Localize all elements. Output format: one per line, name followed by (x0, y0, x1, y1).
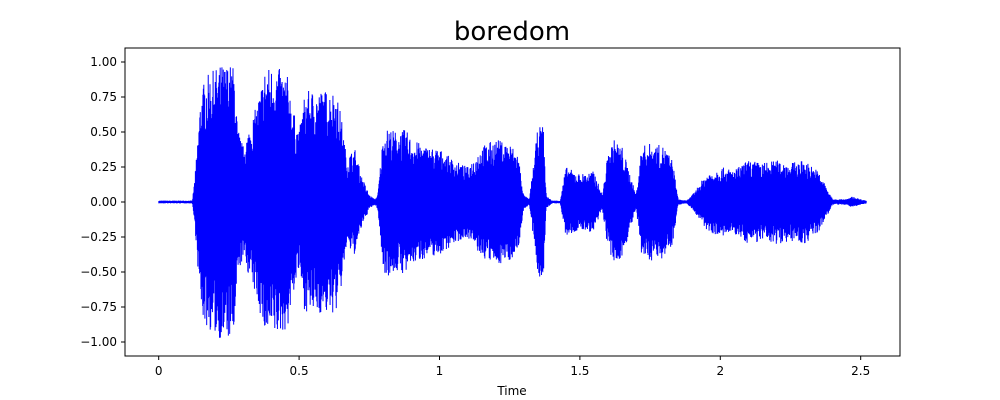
x-tick-label: 2 (716, 364, 724, 378)
y-tick-label: 1.00 (90, 55, 117, 69)
x-axis-label: Time (496, 384, 526, 398)
x-tick-label: 0 (155, 364, 163, 378)
y-tick-label: 0.50 (90, 125, 117, 139)
y-tick-label: −0.75 (80, 300, 117, 314)
y-tick-label: 0.75 (90, 90, 117, 104)
y-tick-label: −1.00 (80, 335, 117, 349)
x-axis: 0 0.5 1 1.5 2 2.5 (155, 356, 870, 378)
x-tick-label: 1 (436, 364, 444, 378)
waveform-series (158, 67, 867, 338)
plot-area (158, 67, 867, 338)
x-tick-label: 0.5 (290, 364, 309, 378)
y-tick-label: −0.50 (80, 265, 117, 279)
y-tick-label: −0.25 (80, 230, 117, 244)
chart-title: boredom (454, 17, 570, 47)
y-axis: 1.00 0.75 0.50 0.25 0.00 −0.25 −0.50 −0.75 −1.00 (80, 55, 125, 349)
x-tick-label: 2.5 (851, 364, 870, 378)
y-tick-label: 0.00 (90, 195, 117, 209)
x-tick-label: 1.5 (570, 364, 589, 378)
y-tick-label: 0.25 (90, 160, 117, 174)
